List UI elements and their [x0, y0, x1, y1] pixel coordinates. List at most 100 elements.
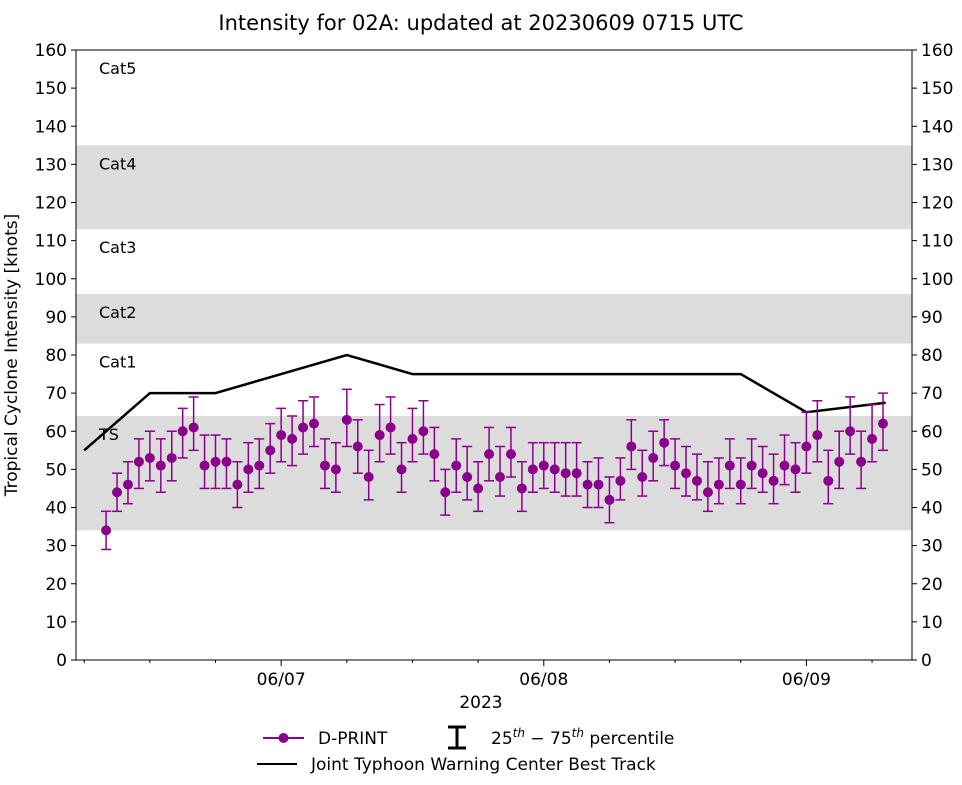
dprint-marker: [319, 460, 330, 471]
dprint-point: [834, 430, 845, 490]
best-track-line: [83, 353, 886, 452]
y-tick-label-right: 50: [921, 460, 943, 480]
dprint-marker: [265, 445, 276, 456]
category-label-cat2: Cat2: [99, 303, 136, 322]
dprint-marker: [845, 426, 856, 437]
dprint-marker: [735, 479, 746, 490]
dprint-marker: [527, 464, 538, 475]
y-tick-label-right: 90: [921, 308, 943, 328]
y-tick-label-left: 160: [35, 41, 67, 61]
dprint-point: [549, 441, 560, 493]
dprint-point: [232, 461, 243, 509]
dprint-point: [505, 426, 516, 478]
dprint-point: [713, 457, 724, 505]
dprint-marker: [232, 479, 243, 490]
best-track-series: [83, 353, 886, 452]
dprint-marker: [834, 456, 845, 467]
dprint-point: [330, 441, 341, 493]
dprint-point: [396, 441, 407, 493]
category-label-cat1: Cat1: [99, 353, 136, 372]
dprint-marker: [823, 475, 834, 486]
dprint-point: [155, 438, 166, 493]
y-tick-label-left: 10: [45, 613, 67, 633]
dprint-marker: [440, 487, 451, 498]
band-ts: [76, 416, 912, 531]
y-tick-label-left: 50: [45, 460, 67, 480]
dprint-marker: [298, 422, 309, 433]
dprint-marker: [812, 430, 823, 441]
dprint-marker: [505, 449, 516, 460]
dprint-marker: [746, 460, 757, 471]
category-label-cat3: Cat3: [99, 238, 136, 257]
category-label-ts: TS: [98, 425, 119, 444]
dprint-point: [681, 445, 692, 497]
dprint-marker: [757, 468, 768, 479]
dprint-point: [735, 457, 746, 505]
dprint-marker: [691, 475, 702, 486]
y-tick-label-left: 40: [45, 499, 67, 519]
y-tick-label-left: 120: [35, 194, 67, 214]
dprint-point: [867, 403, 878, 463]
dprint-marker: [462, 472, 473, 482]
dprint-point: [659, 419, 670, 467]
x-axis: 06/07 06/08 06/09: [83, 660, 873, 690]
y-tick-label-left: 100: [35, 270, 67, 290]
dprint-marker: [112, 487, 123, 498]
dprint-point: [287, 415, 298, 467]
dprint-series: [101, 388, 889, 551]
dprint-marker: [495, 472, 506, 482]
dprint-marker: [549, 464, 560, 475]
dprint-point: [177, 407, 188, 459]
dprint-point: [243, 441, 254, 493]
dprint-point: [604, 476, 615, 524]
dprint-point: [724, 438, 735, 490]
dprint-point: [823, 449, 834, 505]
dprint-marker: [801, 441, 812, 452]
dprint-point: [593, 457, 604, 509]
dprint-marker: [637, 472, 648, 482]
dprint-marker: [484, 449, 495, 460]
dprint-point: [122, 461, 133, 505]
dprint-point: [221, 438, 232, 490]
category-label-cat4: Cat4: [99, 154, 136, 173]
dprint-point: [637, 449, 648, 497]
dprint-point: [210, 434, 221, 490]
dprint-marker: [199, 460, 210, 471]
y-tick-label-right: 20: [921, 575, 943, 595]
dprint-marker: [155, 460, 166, 471]
dprint-marker: [276, 430, 287, 441]
category-label-cat5: Cat5: [99, 59, 136, 78]
y-tick-label-right: 120: [921, 194, 953, 214]
y-axis-right: 0 10 20 30 40 50 60 70 80 90 100 110 120 130 140 150 160: [912, 41, 953, 671]
y-tick-label-left: 90: [45, 308, 67, 328]
dprint-point: [101, 510, 112, 551]
y-tick-label-right: 0: [921, 651, 932, 671]
x-tick-label: 06/07: [257, 670, 306, 690]
dprint-point: [440, 468, 451, 516]
band-cat4: [76, 145, 912, 230]
dprint-marker: [374, 430, 385, 441]
dprint-point: [352, 419, 363, 474]
y-axis-label: Tropical Cyclone Intensity [knots]: [2, 214, 22, 498]
legend-percentile-label: 25th − 75th percentile: [491, 726, 674, 749]
dprint-point: [308, 396, 319, 448]
dprint-point: [144, 430, 155, 482]
dprint-marker: [133, 456, 144, 467]
dprint-point: [265, 422, 276, 474]
dprint-point: [429, 426, 440, 482]
y-tick-label-right: 140: [921, 117, 953, 137]
y-tick-label-left: 20: [45, 575, 67, 595]
dprint-point: [133, 438, 144, 490]
dprint-point: [407, 407, 418, 463]
dprint-marker: [878, 418, 889, 429]
legend-best-track-label: Joint Typhoon Warning Center Best Track: [310, 755, 656, 775]
y-tick-label-right: 130: [921, 155, 953, 175]
dprint-marker: [648, 452, 659, 463]
dprint-marker: [779, 460, 790, 471]
dprint-point: [648, 430, 659, 482]
dprint-point: [702, 461, 713, 513]
dprint-point: [582, 461, 593, 509]
dprint-marker: [702, 487, 713, 498]
dprint-point: [757, 445, 768, 493]
